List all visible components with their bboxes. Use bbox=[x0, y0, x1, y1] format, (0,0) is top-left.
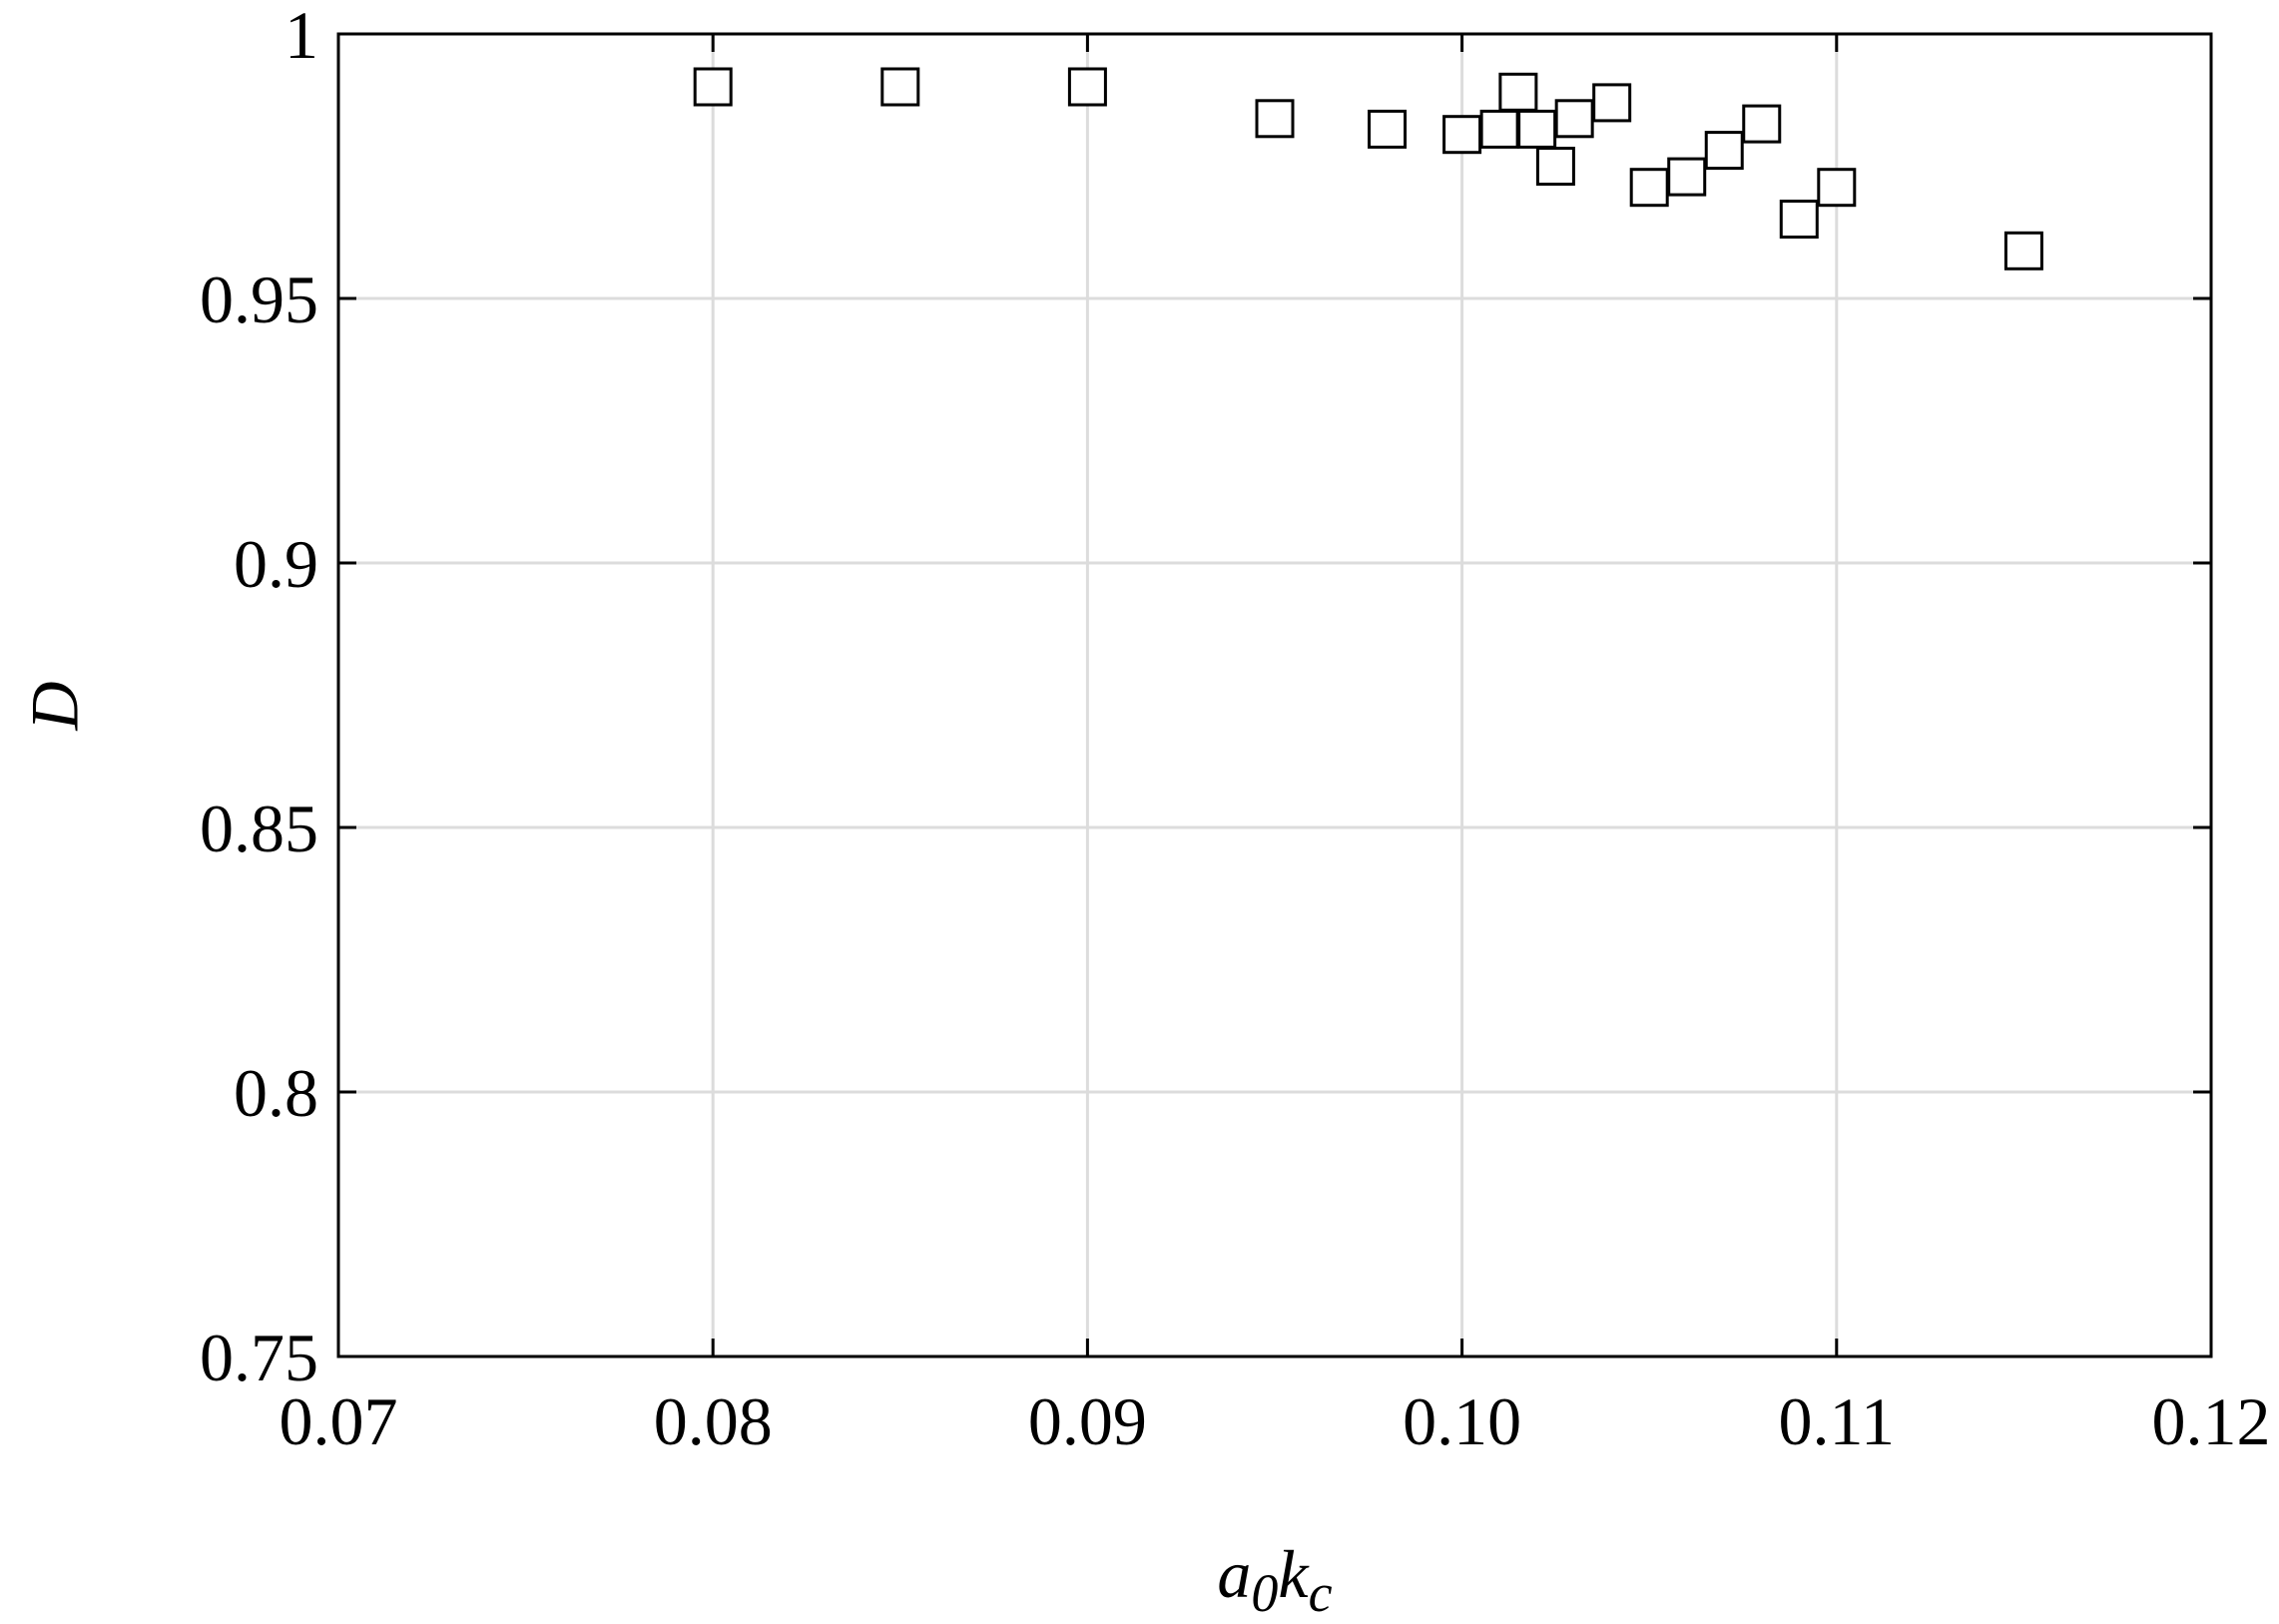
point bbox=[880, 67, 920, 107]
y-axis-label: D bbox=[17, 681, 93, 731]
point bbox=[1742, 104, 1782, 144]
point bbox=[1255, 99, 1295, 139]
y-tick-label: 1 bbox=[285, 0, 318, 73]
x-tick-label: 0.07 bbox=[280, 1383, 398, 1459]
point bbox=[1667, 157, 1707, 197]
x-tick-label: 0.09 bbox=[1028, 1383, 1147, 1459]
point bbox=[1554, 99, 1594, 139]
point bbox=[2003, 231, 2043, 271]
point bbox=[1592, 83, 1632, 123]
x-label-part: a bbox=[1217, 1536, 1251, 1612]
point bbox=[1442, 115, 1482, 155]
y-tick-label: 0.8 bbox=[234, 1055, 318, 1131]
point bbox=[1817, 168, 1857, 208]
x-tick-label: 0.10 bbox=[1403, 1383, 1521, 1459]
y-tick-label: 0.95 bbox=[200, 262, 318, 337]
point bbox=[693, 67, 733, 107]
x-label-part: c bbox=[1309, 1563, 1333, 1623]
point bbox=[1517, 109, 1557, 149]
x-tick-label: 0.12 bbox=[2152, 1383, 2271, 1459]
point bbox=[1498, 72, 1538, 112]
point bbox=[1535, 147, 1575, 186]
x-label-part: 0 bbox=[1251, 1563, 1278, 1623]
point bbox=[1779, 200, 1819, 239]
point bbox=[1067, 67, 1107, 107]
point bbox=[1368, 109, 1408, 149]
y-tick-label: 0.75 bbox=[200, 1320, 318, 1395]
y-tick-label: 0.85 bbox=[200, 791, 318, 866]
x-axis-label: a0kc bbox=[1217, 1536, 1332, 1623]
point bbox=[1704, 131, 1744, 171]
x-tick-label: 0.08 bbox=[654, 1383, 773, 1459]
plot-frame bbox=[336, 32, 2213, 1358]
y-tick-label: 0.9 bbox=[234, 526, 318, 602]
point bbox=[1629, 168, 1669, 208]
x-label-part: k bbox=[1278, 1536, 1310, 1612]
x-tick-label: 0.11 bbox=[1779, 1383, 1895, 1459]
point bbox=[1479, 109, 1519, 149]
